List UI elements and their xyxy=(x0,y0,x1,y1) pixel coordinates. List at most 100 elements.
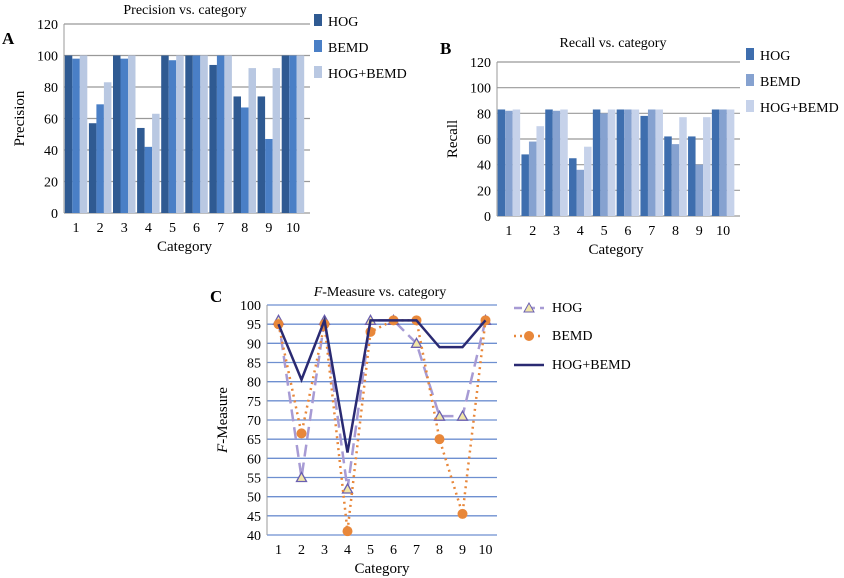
chart-title: Recall vs. category xyxy=(560,36,667,51)
bar-HOG-5 xyxy=(592,109,601,216)
bar-BEMD-7 xyxy=(647,109,656,216)
bar-HOG+BEMD-4 xyxy=(152,113,160,213)
x-tick-label: 7 xyxy=(217,221,224,236)
x-tick-label: 7 xyxy=(413,543,420,558)
bar-HOG-4 xyxy=(569,158,577,216)
x-tick-label: 1 xyxy=(505,224,512,239)
y-tick-label: 70 xyxy=(247,414,261,429)
bar-HOG-1 xyxy=(64,55,73,213)
x-tick-label: 8 xyxy=(672,224,679,239)
point-HOG-7 xyxy=(410,336,423,348)
bar-HOG-10 xyxy=(711,109,720,216)
x-tick-label: 6 xyxy=(193,221,200,236)
x-axis-label: Category xyxy=(589,242,644,258)
y-tick-label: 0 xyxy=(484,210,491,225)
x-axis-label: Category xyxy=(157,239,212,255)
y-tick-label: 100 xyxy=(240,299,261,314)
panel-letter: A xyxy=(2,29,15,48)
y-tick-label: 20 xyxy=(44,176,58,191)
point-HOG-4 xyxy=(341,482,354,494)
y-tick-label: 90 xyxy=(247,337,261,352)
x-tick-label: 1 xyxy=(275,543,282,558)
panel-letter: B xyxy=(440,39,451,58)
bar-BEMD-10 xyxy=(289,55,297,213)
panel-letter: C xyxy=(210,287,222,306)
y-tick-label: 120 xyxy=(37,18,58,33)
chart-title: F-Measure vs. category xyxy=(313,285,447,300)
bar-BEMD-3 xyxy=(120,58,128,214)
bar-HOG-6 xyxy=(185,55,193,213)
x-tick-label: 9 xyxy=(459,543,466,558)
legend-swatch xyxy=(314,14,322,26)
legend-label: HOG xyxy=(328,15,358,30)
bar-HOG-1 xyxy=(497,109,506,216)
legend-swatch xyxy=(314,40,322,52)
chart-A: A Precision vs. category 0 20 40 60 80 100 120 1 2… xyxy=(2,3,407,255)
legend-swatch xyxy=(746,74,754,86)
bar-HOG+BEMD-5 xyxy=(176,55,184,213)
x-tick-label: 4 xyxy=(145,221,152,236)
bar-HOG-7 xyxy=(640,115,648,216)
bar-HOG+BEMD-8 xyxy=(679,117,687,216)
x-tick-label: 2 xyxy=(529,224,536,239)
bar-HOG-3 xyxy=(113,55,121,213)
bar-BEMD-6 xyxy=(192,55,201,213)
y-tick-label: 65 xyxy=(247,433,261,448)
point-BEMD-4 xyxy=(342,526,353,537)
bar-HOG+BEMD-6 xyxy=(200,55,208,213)
y-tick-label: 80 xyxy=(44,81,58,96)
bar-HOG+BEMD-9 xyxy=(272,68,281,213)
x-tick-label: 5 xyxy=(601,224,608,239)
point-BEMD-2 xyxy=(296,428,307,439)
bar-BEMD-7 xyxy=(216,55,225,213)
x-tick-label: 9 xyxy=(696,224,703,239)
y-tick-label: 45 xyxy=(247,510,261,525)
bar-HOG+BEMD-3 xyxy=(128,55,136,213)
point-HOG-8 xyxy=(433,409,446,421)
bar-BEMD-5 xyxy=(600,113,608,216)
y-tick-label: 55 xyxy=(247,472,261,487)
y-tick-label: 40 xyxy=(477,159,491,174)
point-HOG-9 xyxy=(456,409,469,421)
bar-HOG+BEMD-1 xyxy=(512,109,521,216)
legend-marker xyxy=(523,301,535,313)
bar-HOG-7 xyxy=(209,64,217,213)
bar-BEMD-4 xyxy=(144,146,153,213)
bar-HOG+BEMD-2 xyxy=(103,82,112,214)
bar-BEMD-9 xyxy=(695,164,704,216)
bar-BEMD-1 xyxy=(72,58,80,214)
legend-label: HOG xyxy=(760,49,790,64)
bar-HOG-9 xyxy=(257,96,266,213)
y-tick-label: 100 xyxy=(470,82,491,97)
x-tick-label: 7 xyxy=(648,224,655,239)
bar-HOG+BEMD-5 xyxy=(607,109,616,216)
bar-HOG-5 xyxy=(161,55,169,213)
x-tick-label: 3 xyxy=(121,221,128,236)
x-tick-label: 6 xyxy=(624,224,631,239)
bar-HOG-6 xyxy=(616,109,625,216)
bar-HOG+BEMD-3 xyxy=(560,109,568,216)
x-tick-label: 3 xyxy=(553,224,560,239)
legend-label: HOG+BEMD xyxy=(552,358,631,373)
bar-HOG+BEMD-6 xyxy=(631,109,640,216)
x-tick-label: 2 xyxy=(298,543,305,558)
y-tick-label: 85 xyxy=(247,357,261,372)
bar-BEMD-1 xyxy=(505,110,513,216)
bar-HOG-2 xyxy=(521,154,529,216)
bar-BEMD-2 xyxy=(528,141,537,216)
y-axis-label: F-Measure xyxy=(215,387,231,454)
bar-HOG-2 xyxy=(88,123,97,213)
x-tick-label: 1 xyxy=(73,221,80,236)
bar-HOG-8 xyxy=(233,96,241,213)
bar-BEMD-8 xyxy=(241,107,249,213)
x-tick-label: 10 xyxy=(716,224,730,239)
legend-swatch xyxy=(746,100,754,112)
bar-BEMD-5 xyxy=(168,60,177,213)
legend-swatch xyxy=(314,66,322,78)
x-tick-label: 4 xyxy=(344,543,351,558)
y-tick-label: 60 xyxy=(44,113,58,128)
y-tick-label: 80 xyxy=(247,376,261,391)
y-tick-label: 120 xyxy=(470,56,491,71)
legend-label: HOG xyxy=(552,301,582,316)
y-tick-label: 100 xyxy=(37,50,58,65)
